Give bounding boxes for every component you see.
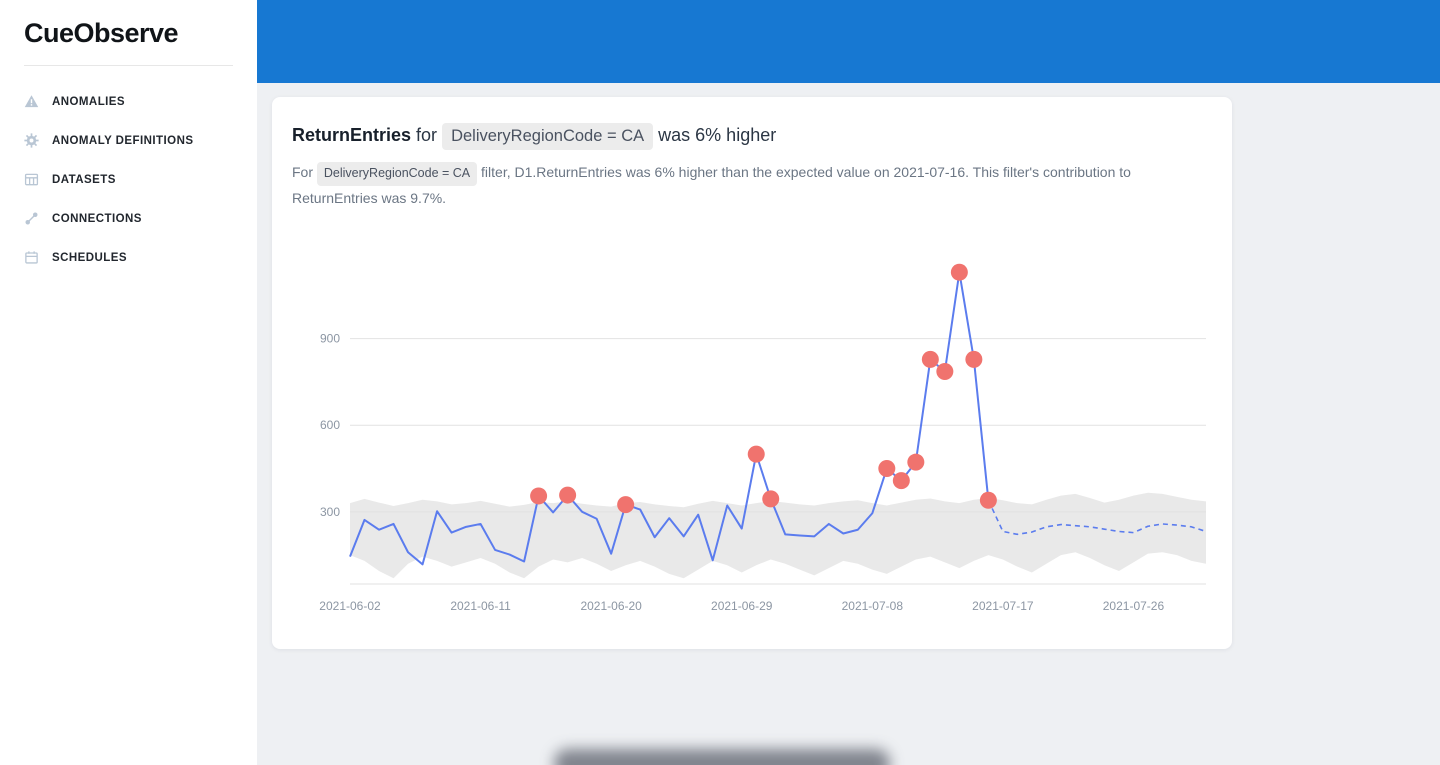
sidebar-item-label: SCHEDULES — [52, 251, 127, 264]
sidebar-item-label: ANOMALIES — [52, 95, 126, 108]
subtitle-prefix: For — [292, 164, 313, 181]
svg-text:900: 900 — [320, 332, 340, 346]
content-area: ReturnEntries for DeliveryRegionCode = C… — [257, 83, 1440, 765]
sidebar-item-label: ANOMALY DEFINITIONS — [52, 134, 194, 147]
gear-icon — [24, 133, 39, 148]
sidebar-item-anomalies[interactable]: ANOMALIES — [0, 82, 257, 121]
metric-name: ReturnEntries — [292, 125, 412, 145]
table-icon — [24, 172, 39, 187]
warning-icon — [24, 94, 39, 109]
sidebar-item-datasets[interactable]: DATASETS — [0, 160, 257, 199]
filter-chip-small: DeliveryRegionCode = CA — [316, 162, 478, 186]
sidebar-nav: ANOMALIES — [0, 82, 257, 277]
svg-text:2021-07-17: 2021-07-17 — [972, 599, 1034, 613]
sidebar: CueObserve ANOMALIES — [0, 0, 257, 765]
svg-text:300: 300 — [320, 505, 340, 519]
anomaly-chart[interactable]: 300 600 900 2021-06-02 2021-06-11 2021-06-20 2… — [292, 236, 1212, 633]
logo-text: CueObserve — [24, 18, 179, 48]
svg-text:2021-06-11: 2021-06-11 — [450, 599, 511, 613]
subtitle-text: filter, D1.ReturnEntries was 6% higher t… — [292, 164, 1131, 206]
svg-text:2021-07-26: 2021-07-26 — [1103, 599, 1165, 613]
filter-chip: DeliveryRegionCode = CA — [442, 123, 654, 151]
sidebar-item-schedules[interactable]: SCHEDULES — [0, 238, 257, 277]
svg-text:2021-07-08: 2021-07-08 — [842, 599, 904, 613]
svg-text:2021-06-29: 2021-06-29 — [711, 599, 773, 613]
title-connector: for — [416, 125, 438, 145]
card-subtitle: For DeliveryRegionCode = CA filter, D1.R… — [292, 160, 1192, 210]
sidebar-item-connections[interactable]: CONNECTIONS — [0, 199, 257, 238]
anomaly-card: ReturnEntries for DeliveryRegionCode = C… — [272, 97, 1232, 650]
sidebar-item-label: DATASETS — [52, 173, 116, 186]
title-suffix: was 6% higher — [658, 125, 777, 145]
card-title: ReturnEntries for DeliveryRegionCode = C… — [292, 123, 1212, 151]
svg-text:2021-06-02: 2021-06-02 — [319, 599, 381, 613]
svg-text:2021-06-20: 2021-06-20 — [580, 599, 642, 613]
app-logo[interactable]: CueObserve — [24, 0, 233, 66]
svg-text:600: 600 — [320, 419, 340, 433]
anomaly-chart-svg[interactable]: 300 600 900 2021-06-02 2021-06-11 2021-06-20 2… — [292, 236, 1212, 628]
sidebar-item-anomaly-definitions[interactable]: ANOMALY DEFINITIONS — [0, 121, 257, 160]
top-header-bar — [257, 0, 1440, 83]
sidebar-item-label: CONNECTIONS — [52, 212, 142, 225]
link-icon — [24, 211, 39, 226]
calendar-icon — [24, 250, 39, 265]
main-area: ReturnEntries for DeliveryRegionCode = C… — [257, 0, 1440, 765]
